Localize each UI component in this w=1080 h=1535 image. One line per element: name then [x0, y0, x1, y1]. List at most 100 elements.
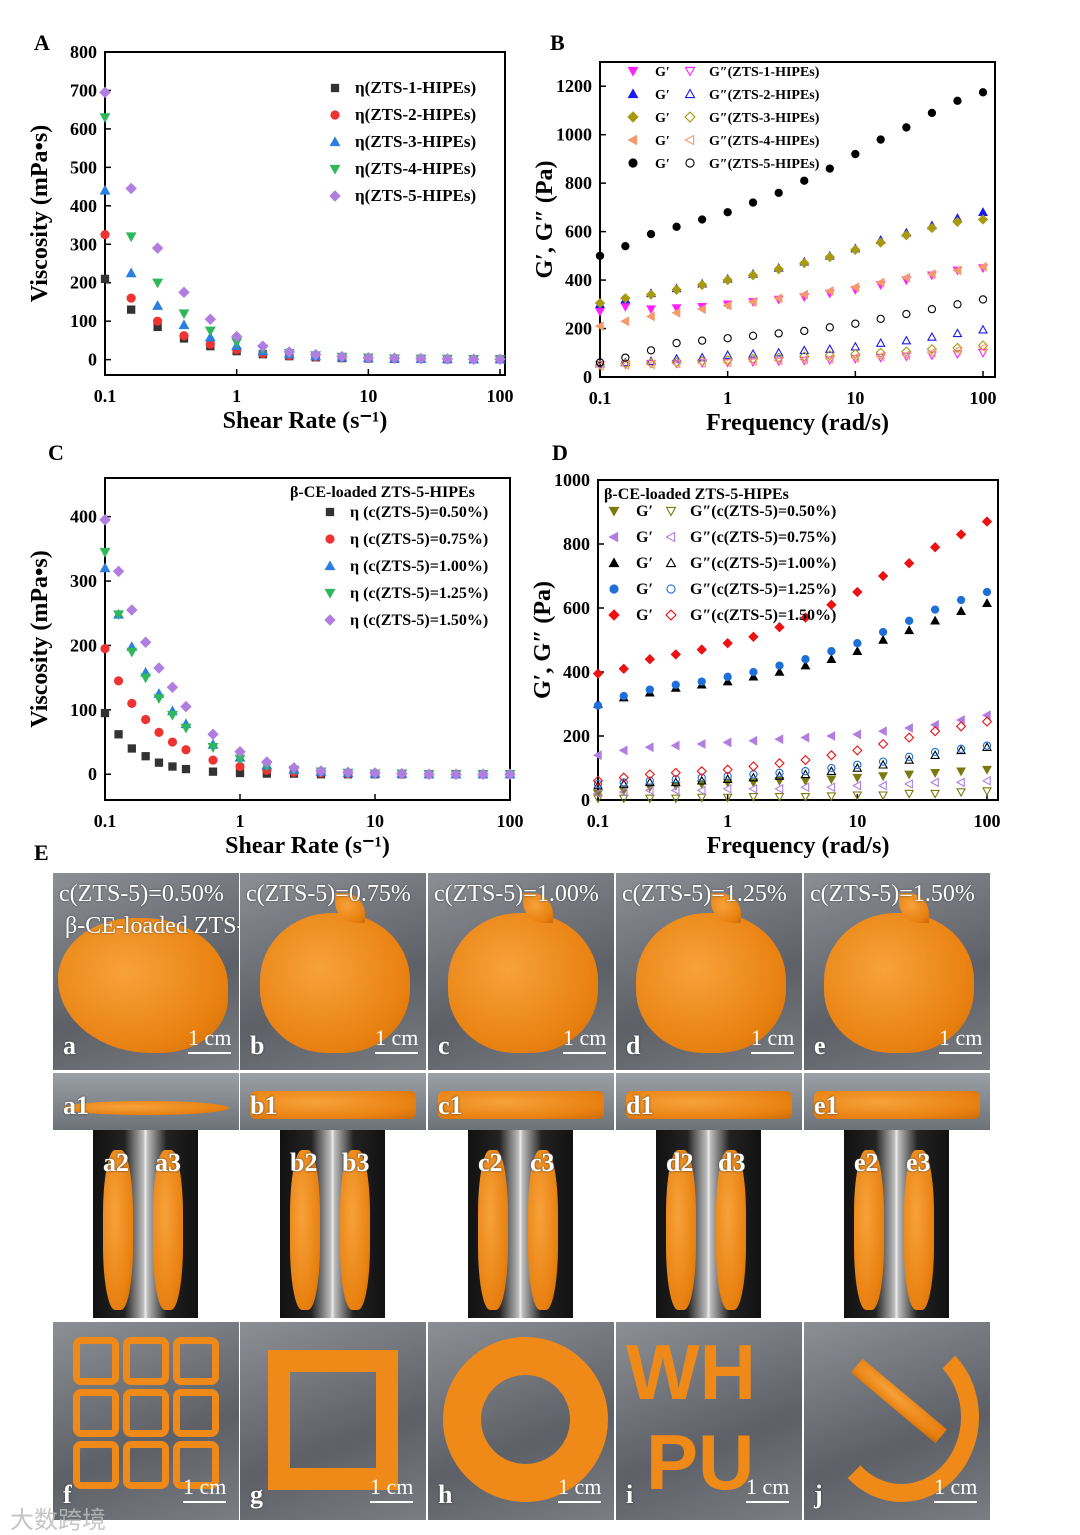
legend-label: G″(c(ZTS-5)=0.50%)	[690, 503, 836, 520]
data-point	[207, 743, 219, 753]
data-point-gp	[671, 284, 682, 295]
data-point-gpp	[670, 794, 681, 804]
data-point	[181, 764, 191, 774]
data-point-gpp	[850, 352, 860, 363]
data-point-gp	[824, 251, 835, 263]
data-point-gpp	[953, 300, 962, 309]
photo-letter: j	[814, 1480, 823, 1509]
y-tick-label: 400	[565, 270, 592, 290]
data-point-gpp	[903, 732, 915, 743]
data-point-gp	[621, 242, 630, 251]
photo-cross-sections: a2 a3	[93, 1130, 198, 1318]
data-point	[152, 278, 164, 289]
data-point-gpp	[594, 361, 604, 372]
data-point-gp	[620, 316, 630, 327]
legend-gprime-label: G′	[655, 111, 670, 126]
grid-cell	[123, 1389, 169, 1437]
data-point	[204, 313, 217, 325]
data-point	[113, 610, 124, 621]
data-point-gp	[927, 108, 937, 118]
data-point	[178, 309, 190, 320]
data-point-gp	[852, 729, 862, 740]
y-tick-label: 0	[583, 367, 592, 387]
data-point	[125, 182, 137, 195]
photo-cross-sections: d2 d3	[656, 1130, 761, 1318]
data-point-gp	[977, 261, 987, 272]
data-point-gpp	[901, 335, 912, 345]
data-point-gpp	[697, 773, 706, 782]
data-point	[167, 710, 178, 721]
data-point-gp	[901, 272, 911, 283]
data-point-gpp	[929, 777, 939, 788]
cross-section-left	[290, 1150, 320, 1310]
data-point	[99, 86, 111, 99]
printed-apple-side	[250, 1091, 416, 1119]
data-point-gp	[851, 149, 860, 159]
data-point-gp	[826, 599, 837, 610]
data-point	[100, 230, 110, 240]
photo-side-view: e1	[804, 1073, 990, 1130]
data-point-gp	[723, 208, 732, 217]
data-point-gp	[774, 666, 785, 676]
photo-apple-top: c(ZTS-5)=0.75% b 1 cm	[240, 873, 426, 1070]
data-point	[153, 316, 163, 326]
legend-label: η (c(ZTS-5)=0.75%)	[350, 531, 488, 548]
data-point-gpp	[620, 359, 630, 370]
data-point	[494, 353, 506, 365]
data-point-gp	[670, 649, 681, 660]
photo-cross-sections: b2 b3	[280, 1130, 385, 1318]
photo-letter: f	[63, 1480, 72, 1509]
data-point	[126, 604, 138, 616]
photo-letter: c1	[438, 1091, 463, 1120]
data-point-gpp	[723, 334, 732, 343]
y-tick-label: 500	[70, 157, 97, 177]
data-point-gp	[926, 222, 938, 234]
data-point-gp	[774, 734, 784, 745]
legend-marker	[324, 560, 336, 571]
y-tick-label: 400	[563, 662, 590, 682]
legend-label: G″(c(ZTS-5)=0.75%)	[690, 529, 836, 546]
data-point-gp	[696, 739, 706, 749]
legend-title: β-CE-loaded ZTS-5-HIPEs	[604, 486, 789, 503]
data-point	[388, 352, 401, 364]
data-point-gpp	[905, 752, 914, 761]
legend-marker-gp	[628, 158, 638, 168]
photo-side-view: d1	[616, 1073, 802, 1130]
data-point	[126, 647, 138, 658]
legend-label: G″(ZTS-3-HIPEs)	[709, 111, 820, 126]
data-point	[113, 676, 124, 686]
cross-section-right	[716, 1150, 746, 1310]
data-point-gp	[903, 558, 915, 569]
data-point-gp	[696, 644, 707, 655]
data-point-gpp	[901, 350, 911, 361]
cross-section-left	[478, 1150, 508, 1310]
data-point-gp	[875, 277, 885, 288]
data-point-gp	[850, 282, 860, 293]
printed-apple-side	[63, 1101, 229, 1115]
data-point	[234, 745, 246, 758]
y-tick-label: 200	[565, 319, 592, 339]
data-point-gp	[671, 304, 682, 314]
data-point	[139, 636, 152, 648]
data-point	[181, 745, 191, 755]
data-point-gpp	[800, 782, 810, 793]
printed-apple	[636, 913, 786, 1053]
scale-bar: 1 cm	[183, 1474, 227, 1503]
data-point	[127, 305, 136, 314]
grid-cell	[73, 1337, 119, 1385]
y-tick-label: 600	[563, 598, 590, 618]
concentration-header: c(ZTS-5)=1.25%	[622, 881, 787, 907]
data-point-gp	[645, 685, 654, 694]
legend-marker	[329, 190, 341, 202]
data-point	[127, 698, 137, 709]
data-point-gp	[875, 237, 886, 248]
legend-marker-gpp	[684, 111, 696, 123]
x-tick-label: 100	[974, 811, 1001, 831]
data-point-gpp	[773, 355, 783, 366]
y-axis-label: G′, G″ (Pa)	[530, 581, 556, 699]
data-point	[100, 708, 110, 718]
data-point-gp	[775, 661, 784, 670]
data-point-gpp	[774, 329, 783, 338]
legend-marker-gpp	[665, 506, 677, 517]
data-point-gp	[644, 654, 656, 665]
